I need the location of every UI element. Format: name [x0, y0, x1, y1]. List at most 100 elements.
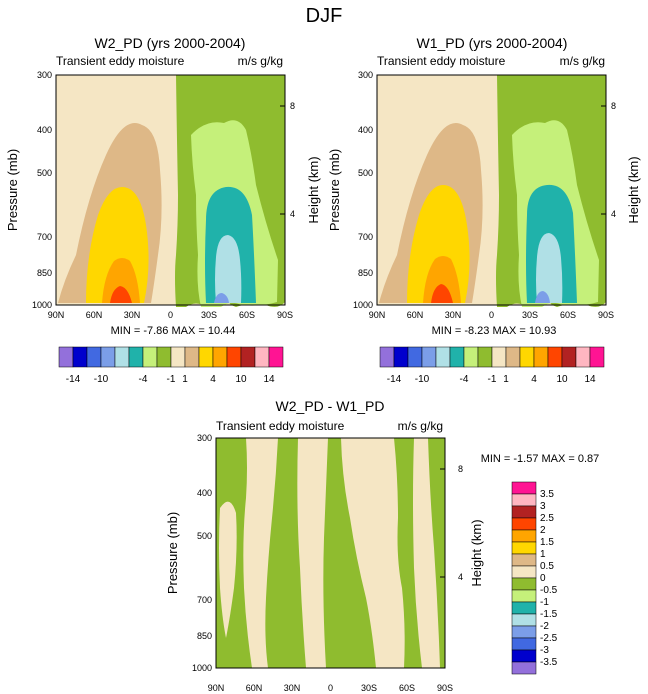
panel-2-y-axis: 300 400 500 700 850 1000 [353, 70, 373, 310]
colorbar-swatch [511, 553, 537, 567]
panel-1-xtick: 0 [168, 310, 173, 320]
colorbar-label: 1 [540, 549, 546, 560]
colorbar-label: -14 [66, 374, 81, 385]
panel-difference: W2_PD - W1_PD Transient eddy moisture m/… [165, 398, 599, 693]
panel-2-xtick: 30S [522, 310, 538, 320]
colorbar-label: 4 [210, 374, 216, 385]
panel-2-x-axis: 90N 60N 30N 0 30S 60S 90S [369, 310, 614, 320]
colorbar-label: -3 [540, 645, 549, 656]
panel-1-xtick: 60N [86, 310, 103, 320]
colorbar-label: 4 [531, 374, 537, 385]
panel-1-ytick: 700 [37, 232, 52, 242]
panel-2-colorbar: -14 -10 -4 -1 1 4 10 14 [379, 346, 605, 385]
panel-2-ytick: 500 [358, 168, 373, 178]
panel-2-field-plus-6 [423, 256, 461, 303]
panel-3-xtick: 90S [437, 683, 453, 693]
panel-3-colorbar: 3.5 3 2.5 2 1.5 1 0.5 0 -0.5 -1 -1.5 -2 … [511, 481, 558, 675]
colorbar-label: 2 [540, 525, 546, 536]
colorbar-swatch [379, 346, 395, 368]
panel-1-frame [55, 74, 286, 306]
panel-1-ytick: 500 [37, 168, 52, 178]
panel-1-field-minus-8 [214, 293, 229, 303]
panel-3-xtick: 60N [246, 683, 263, 693]
colorbar-label: 0 [540, 573, 546, 584]
panel-2-y2-axis: 8 4 [601, 101, 616, 219]
colorbar-swatch [511, 529, 537, 543]
panel-1-ytick: 400 [37, 125, 52, 135]
colorbar-label: -10 [415, 374, 430, 385]
colorbar-swatch [184, 346, 200, 368]
panel-3-xtick: 0 [328, 683, 333, 693]
panel-3-ytick: 850 [197, 631, 212, 641]
panel-w1-pd: W1_PD (yrs 2000-2004) Transient eddy moi… [327, 35, 641, 385]
panel-1-plot [55, 74, 286, 307]
panel-3-y2-axis: 8 4 [440, 464, 463, 582]
colorbar-swatch [511, 541, 537, 555]
colorbar-label: 14 [263, 374, 275, 385]
panel-2-ytick: 400 [358, 125, 373, 135]
colorbar-swatch [511, 625, 537, 639]
colorbar-swatch [511, 517, 537, 531]
colorbar-swatch [511, 493, 537, 507]
colorbar-swatch [511, 589, 537, 603]
panel-3-ytick: 400 [197, 488, 212, 498]
panel-2-y2label: Height (km) [626, 156, 641, 223]
panel-2-xtick: 90N [369, 310, 386, 320]
colorbar-swatch [58, 346, 74, 368]
colorbar-swatch [254, 346, 270, 368]
panel-1-y2tick: 8 [290, 101, 295, 111]
panel-1-y2-axis: 8 4 [280, 101, 295, 219]
panel-1-right-string: m/s g/kg [238, 54, 283, 68]
colorbar-swatch [421, 346, 437, 368]
colorbar-swatch [156, 346, 172, 368]
colorbar-label: 10 [235, 374, 247, 385]
colorbar-label: 1 [182, 374, 188, 385]
panel-3-y-axis: 300 400 500 700 850 1000 [192, 433, 212, 673]
panel-1-stats: MIN = -7.86 MAX = 10.44 [111, 325, 236, 337]
panel-3-stats: MIN = -1.57 MAX = 0.87 [481, 453, 600, 465]
colorbar-swatch [575, 346, 591, 368]
panel-1-title: W2_PD (yrs 2000-2004) [95, 35, 246, 51]
colorbar-swatch [212, 346, 228, 368]
colorbar-label: -1.5 [540, 609, 558, 620]
colorbar-swatch [511, 481, 537, 495]
colorbar-swatch [435, 346, 451, 368]
panel-3-xtick: 90N [208, 683, 225, 693]
colorbar-swatch [511, 505, 537, 519]
panel-3-field-zero [243, 438, 278, 668]
colorbar-label: 3 [540, 501, 546, 512]
colorbar-label: -10 [94, 374, 109, 385]
panel-3-frame [215, 437, 446, 669]
colorbar-swatch [86, 346, 102, 368]
colorbar-swatch [511, 649, 537, 663]
panel-2-xtick: 30N [445, 310, 462, 320]
panel-1-xtick: 90N [48, 310, 65, 320]
panel-1-xtick: 60S [239, 310, 255, 320]
panel-1-xtick: 90S [277, 310, 293, 320]
colorbar-swatch [547, 346, 563, 368]
panel-1-y2label: Height (km) [306, 156, 321, 223]
panel-2-right-string: m/s g/kg [560, 54, 605, 68]
panel-3-left-string: Transient eddy moisture [216, 419, 345, 433]
panel-2-left-string: Transient eddy moisture [377, 54, 506, 68]
panel-1-field-minus-6 [215, 235, 242, 303]
colorbar-label: 1 [503, 374, 509, 385]
colorbar-swatch [463, 346, 479, 368]
colorbar-swatch [511, 601, 537, 615]
colorbar-label: 3.5 [540, 489, 554, 500]
colorbar-swatch [511, 613, 537, 627]
panel-1-colorbar: -14 -10 -4 -1 1 4 10 14 [58, 346, 284, 385]
panel-2-y2tick: 4 [611, 209, 616, 219]
panel-3-right-string: m/s g/kg [398, 419, 443, 433]
panel-2-ytick: 1000 [353, 300, 373, 310]
panel-3-x-axis: 90N 60N 30N 0 30S 60S 90S [208, 683, 453, 693]
panel-1-y-axis: 300 400 500 700 850 1000 [32, 70, 52, 310]
panel-1-xtick: 30N [124, 310, 141, 320]
panel-1-y2tick: 4 [290, 209, 295, 219]
panel-1-field-plus-6 [102, 258, 140, 303]
colorbar-swatch [505, 346, 521, 368]
colorbar-swatch [519, 346, 535, 368]
panel-3-y2tick: 4 [458, 572, 463, 582]
panel-1-field-plus-8 [110, 286, 132, 303]
colorbar-swatch [72, 346, 88, 368]
